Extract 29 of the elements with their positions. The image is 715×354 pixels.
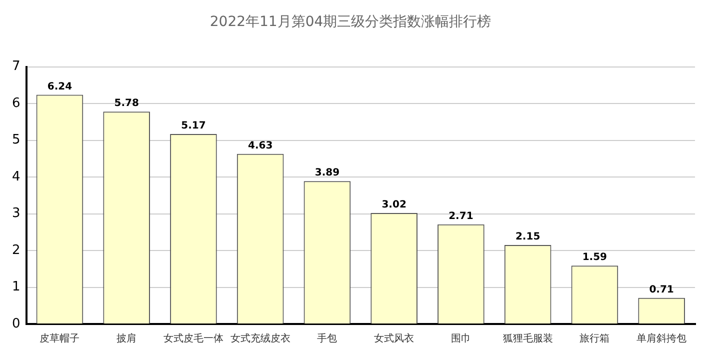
x-tick-label: 狐狸毛服装 bbox=[502, 332, 553, 345]
chart-title: 2022年11月第04期三级分类指数涨幅排行榜 bbox=[210, 14, 492, 30]
y-tick-label: 4 bbox=[12, 169, 20, 184]
data-label: 3.02 bbox=[382, 200, 406, 211]
x-tick-label: 皮草帽子 bbox=[40, 332, 80, 345]
y-tick-label: 2 bbox=[12, 242, 20, 258]
data-label: 3.89 bbox=[314, 168, 340, 179]
x-tick-label: 女式风衣 bbox=[374, 332, 414, 345]
y-tick-label: 5 bbox=[12, 132, 20, 148]
y-tick-label: 7 bbox=[12, 59, 20, 74]
y-tick-label: 1 bbox=[12, 280, 20, 295]
data-label: 4.63 bbox=[248, 140, 273, 152]
x-tick-label: 女式皮毛一体 bbox=[163, 332, 224, 345]
x-tick-label: 女式充绒皮衣 bbox=[230, 332, 290, 345]
y-tick-label: 0 bbox=[12, 316, 20, 332]
data-label: 5.17 bbox=[181, 120, 206, 132]
x-tick-label: 披肩 bbox=[116, 332, 137, 345]
data-label: 6.24 bbox=[47, 81, 72, 92]
x-tick-label: 单肩斜挎包 bbox=[636, 332, 687, 345]
x-tick-label: 旅行箱 bbox=[580, 332, 610, 345]
data-label: 1.59 bbox=[582, 252, 608, 264]
x-tick-label: 手包 bbox=[317, 332, 338, 345]
data-label: 0.71 bbox=[649, 284, 674, 296]
x-tick-label: 围巾 bbox=[450, 332, 471, 345]
data-label: 5.78 bbox=[114, 98, 139, 110]
data-label: 2.15 bbox=[515, 232, 540, 243]
data-label: 2.71 bbox=[448, 211, 474, 222]
y-tick-label: 3 bbox=[12, 206, 20, 222]
y-tick-label: 6 bbox=[12, 96, 20, 111]
